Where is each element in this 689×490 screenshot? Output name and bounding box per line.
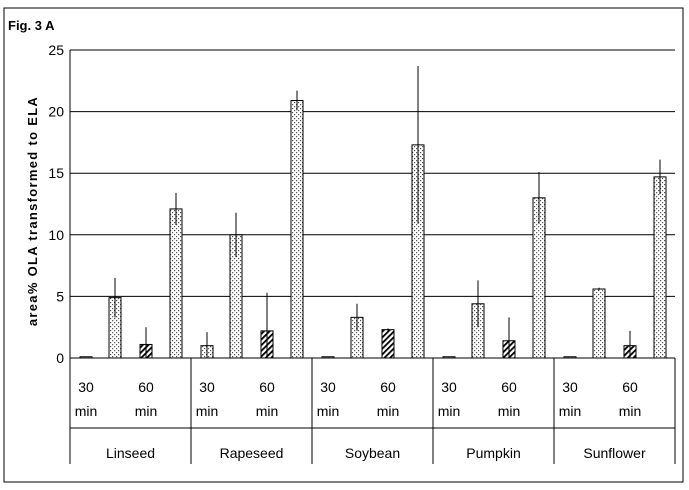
time-label-unit: min (135, 403, 158, 419)
time-label-unit: min (498, 403, 521, 419)
y-tick-label: 5 (56, 288, 64, 304)
time-label-value: 30 (78, 379, 94, 395)
time-label-unit: min (317, 403, 340, 419)
time-label-unit: min (75, 403, 98, 419)
y-tick-label: 0 (56, 350, 64, 366)
bar (653, 176, 667, 359)
category-axis: 30 min 60 min Linseed 30 min 60 min Rapeseed 30 min… (69, 358, 676, 464)
bar (290, 100, 304, 359)
time-label-value: 30 (320, 379, 336, 395)
time-label-unit: min (438, 403, 461, 419)
y-tick-label: 10 (48, 227, 64, 243)
group-label: Linseed (106, 445, 155, 461)
group-label: Soybean (345, 445, 400, 461)
time-label-value: 60 (380, 379, 396, 395)
error-bars (114, 66, 661, 358)
group-label: Pumpkin (466, 445, 520, 461)
y-tick-label: 25 (48, 42, 64, 58)
axes (69, 50, 675, 359)
bar (169, 208, 183, 359)
time-label-unit: min (377, 403, 400, 419)
group-label: Rapeseed (220, 445, 284, 461)
figure-label: Fig. 3 A (8, 18, 55, 33)
time-label-value: 30 (441, 379, 457, 395)
figure-frame (3, 7, 684, 483)
time-label-value: 60 (138, 379, 154, 395)
time-label-value: 30 (199, 379, 215, 395)
group-label: Sunflower (583, 445, 646, 461)
time-label-unit: min (256, 403, 279, 419)
time-label-value: 60 (622, 379, 638, 395)
time-label-value: 60 (501, 379, 517, 395)
y-tick-label: 20 (48, 104, 64, 120)
time-label-unit: min (559, 403, 582, 419)
bar (381, 329, 395, 359)
time-label-value: 30 (562, 379, 578, 395)
bar (592, 288, 606, 359)
bars (79, 100, 667, 359)
y-tick-label: 15 (48, 165, 64, 181)
time-label-unit: min (196, 403, 219, 419)
y-axis-label: area% OLA transformed to ELA (25, 96, 40, 326)
time-label-value: 60 (259, 379, 275, 395)
time-label-unit: min (619, 403, 642, 419)
y-tick-labels: 0 5 10 15 20 25 (48, 42, 64, 366)
